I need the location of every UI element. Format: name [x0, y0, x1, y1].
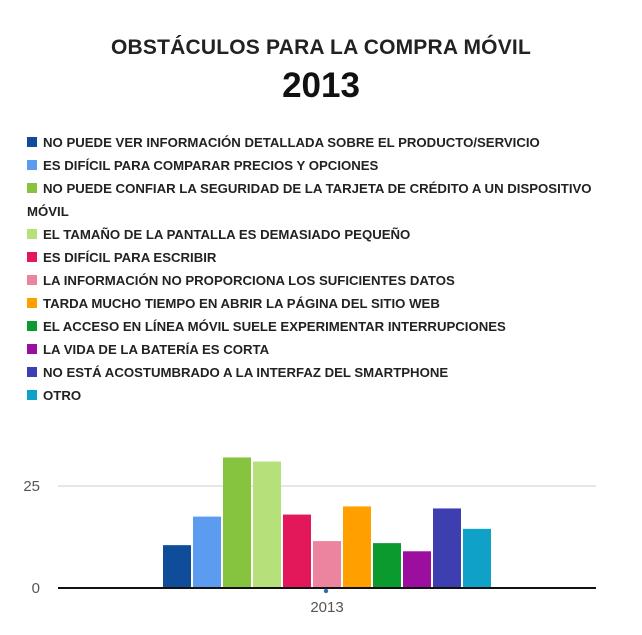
bar [313, 541, 341, 588]
bar [223, 457, 251, 588]
legend-swatch [27, 321, 37, 331]
legend-label: OTRO [43, 388, 82, 403]
legend-label: ES DIFÍCIL PARA ESCRIBIR [43, 250, 217, 265]
legend-label: NO ESTÁ ACOSTUMBRADO A LA INTERFAZ DEL S… [43, 365, 449, 380]
legend-swatch [27, 160, 37, 170]
legend-item: EL TAMAÑO DE LA PANTALLA ES DEMASIADO PE… [27, 223, 627, 246]
chart-subtitle: 2013 [282, 66, 360, 105]
legend-item: NO PUEDE CONFIAR LA SEGURIDAD DE LA TARJ… [27, 177, 627, 223]
bar [283, 514, 311, 588]
y-tick-label: 0 [32, 580, 40, 597]
legend-swatch [27, 137, 37, 147]
x-tick-label: 2013 [310, 599, 343, 616]
bar [433, 508, 461, 588]
legend-swatch [27, 390, 37, 400]
y-tick-label: 25 [23, 478, 40, 495]
legend-item: TARDA MUCHO TIEMPO EN ABRIR LA PÁGINA DE… [27, 292, 627, 315]
legend-label: ES DIFÍCIL PARA COMPARAR PRECIOS Y OPCIO… [43, 158, 379, 173]
legend-item: NO PUEDE VER INFORMACIÓN DETALLADA SOBRE… [27, 131, 627, 154]
legend-label: LA VIDA DE LA BATERÍA ES CORTA [43, 342, 270, 357]
legend-item: LA VIDA DE LA BATERÍA ES CORTA [27, 338, 627, 361]
legend-item: ES DIFÍCIL PARA ESCRIBIR [27, 246, 627, 269]
bar [343, 506, 371, 588]
legend-label: EL ACCESO EN LÍNEA MÓVIL SUELE EXPERIMEN… [43, 319, 506, 334]
legend-item: ES DIFÍCIL PARA COMPARAR PRECIOS Y OPCIO… [27, 154, 627, 177]
x-tick-marker [323, 588, 329, 594]
legend-item: NO ESTÁ ACOSTUMBRADO A LA INTERFAZ DEL S… [27, 361, 627, 384]
bar [463, 528, 491, 588]
legend-swatch [27, 367, 37, 377]
bar [253, 461, 281, 588]
legend-label: NO PUEDE CONFIAR LA SEGURIDAD DE LA TARJ… [27, 181, 592, 219]
chart-legend: NO PUEDE VER INFORMACIÓN DETALLADA SOBRE… [27, 131, 627, 407]
legend-label: EL TAMAÑO DE LA PANTALLA ES DEMASIADO PE… [43, 227, 411, 242]
chart-title: OBSTÁCULOS PARA LA COMPRA MÓVIL [111, 36, 531, 59]
legend-swatch [27, 252, 37, 262]
bar [373, 543, 401, 588]
legend-label: NO PUEDE VER INFORMACIÓN DETALLADA SOBRE… [43, 135, 540, 150]
legend-item: LA INFORMACIÓN NO PROPORCIONA LOS SUFICI… [27, 269, 627, 292]
legend-label: TARDA MUCHO TIEMPO EN ABRIR LA PÁGINA DE… [43, 296, 440, 311]
legend-swatch [27, 183, 37, 193]
bar [163, 545, 191, 588]
legend-item: OTRO [27, 384, 627, 407]
legend-swatch [27, 229, 37, 239]
legend-swatch [27, 298, 37, 308]
bar [403, 551, 431, 588]
legend-label: LA INFORMACIÓN NO PROPORCIONA LOS SUFICI… [43, 273, 455, 288]
bar [193, 516, 221, 588]
legend-item: EL ACCESO EN LÍNEA MÓVIL SUELE EXPERIMEN… [27, 315, 627, 338]
legend-swatch [27, 275, 37, 285]
legend-swatch [27, 344, 37, 354]
